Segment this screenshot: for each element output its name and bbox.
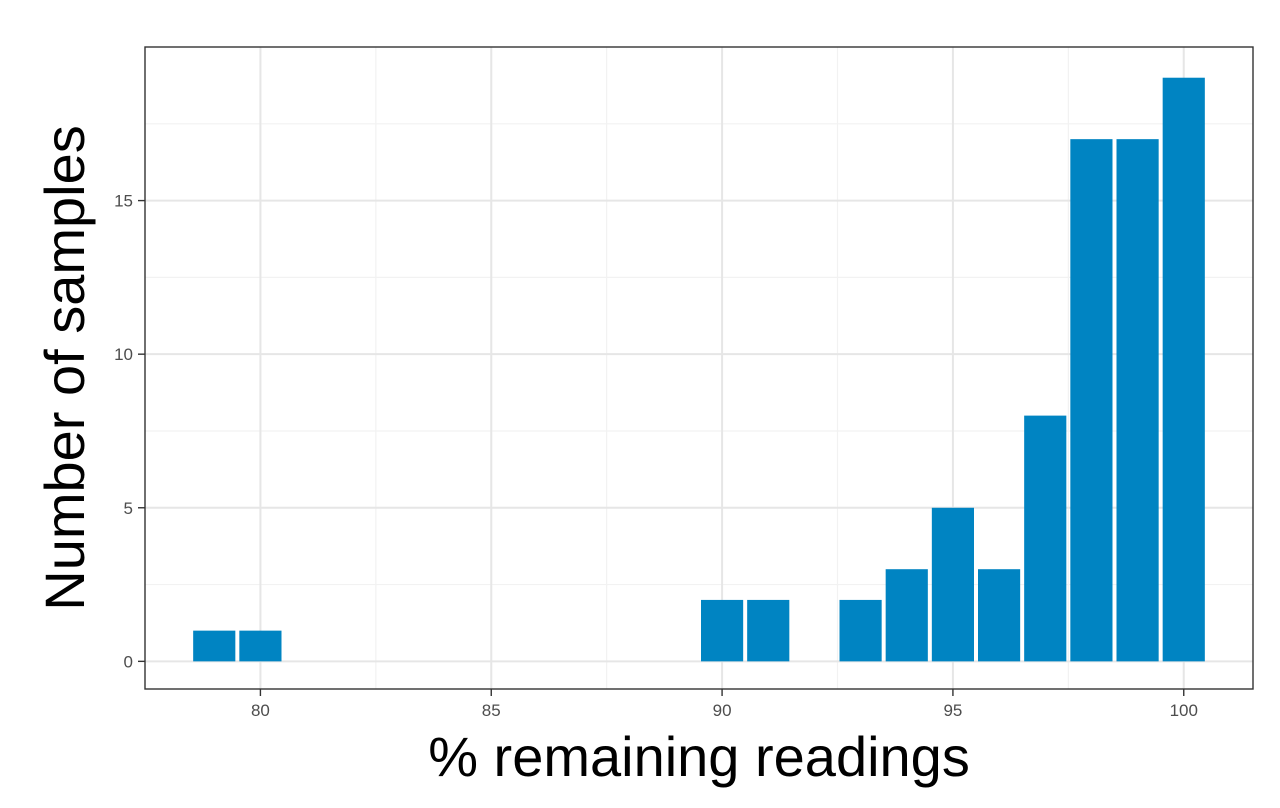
histogram-bar	[1070, 139, 1113, 662]
histogram-bar	[239, 630, 282, 662]
histogram-bar	[193, 630, 236, 662]
x-tick-label: 95	[943, 701, 962, 720]
y-axis-ticks: 0 5 10 15	[114, 192, 145, 671]
x-axis-title: % remaining readings	[428, 725, 970, 788]
x-axis-ticks: 80 85 90 95 100	[251, 689, 1198, 720]
y-axis-title: Number of samples	[33, 125, 96, 611]
histogram-bar	[931, 507, 974, 662]
plot-panel-border	[144, 46, 1254, 690]
histogram-bar	[1162, 77, 1205, 662]
y-tick-label: 5	[124, 499, 133, 518]
x-tick-label: 80	[251, 701, 270, 720]
histogram-bar	[839, 599, 882, 662]
histogram-bar	[885, 569, 928, 662]
y-tick-label: 15	[114, 192, 133, 211]
histogram-bar	[1116, 139, 1159, 662]
histogram-bar	[701, 599, 744, 662]
y-tick-label: 10	[114, 345, 133, 364]
histogram-bars	[193, 77, 1205, 662]
histogram-bar	[978, 569, 1021, 662]
histogram-bar	[1024, 415, 1067, 662]
x-tick-label: 90	[713, 701, 732, 720]
histogram-bar	[747, 599, 790, 662]
x-tick-label: 85	[482, 701, 501, 720]
x-tick-label: 100	[1170, 701, 1198, 720]
y-tick-label: 0	[124, 652, 133, 671]
minor-gridlines	[144, 47, 1253, 689]
